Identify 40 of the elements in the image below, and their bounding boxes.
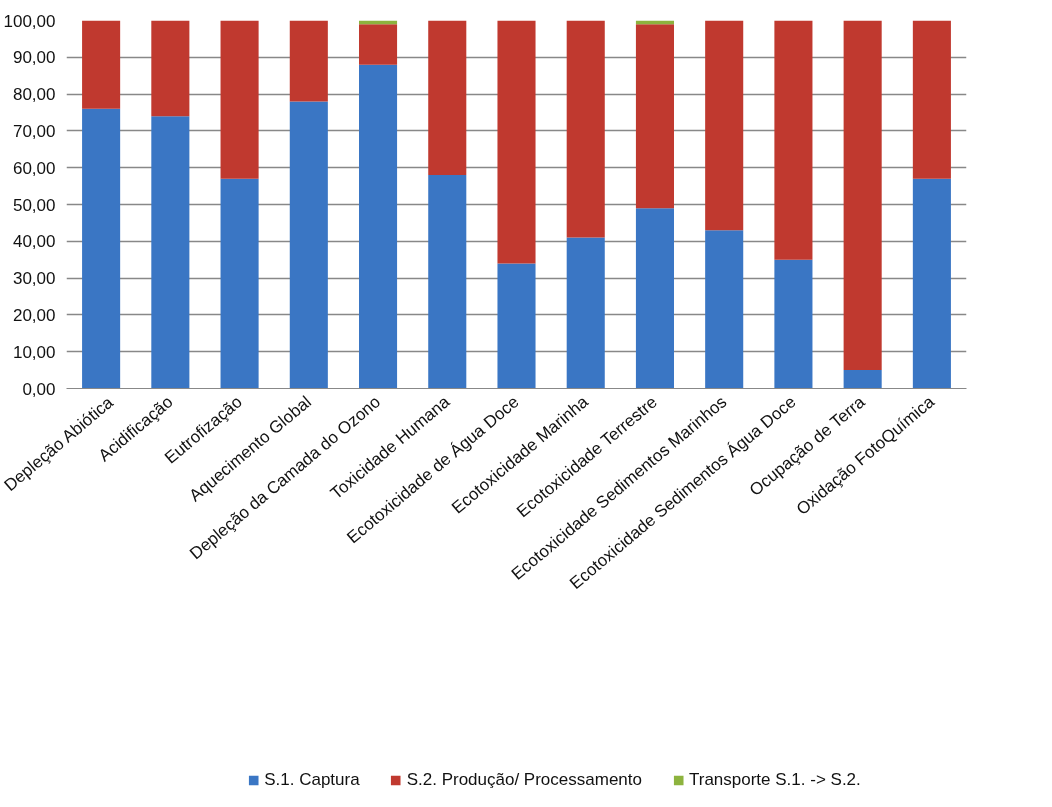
bar xyxy=(289,101,328,389)
y-tick-label: 70,00 xyxy=(12,121,56,141)
bar xyxy=(635,208,674,389)
bar xyxy=(635,24,674,209)
bar xyxy=(359,24,398,65)
y-tick-label: 50,00 xyxy=(12,195,56,215)
y-tick-label: 0,00 xyxy=(22,379,56,399)
bar xyxy=(843,20,882,371)
bar xyxy=(289,20,328,102)
y-tick-label: 30,00 xyxy=(12,269,56,289)
bar xyxy=(428,20,467,176)
legend-label: S.2. Produção/ Processamento xyxy=(406,770,642,790)
legend-label: Transporte S.1. -> S.2. xyxy=(688,770,861,790)
bar xyxy=(566,20,605,238)
bar xyxy=(82,20,121,109)
bar xyxy=(151,20,190,117)
bar xyxy=(705,20,744,231)
bar xyxy=(151,116,190,389)
y-tick-label: 100,00 xyxy=(3,11,56,31)
bar xyxy=(774,259,813,389)
y-tick-label: 80,00 xyxy=(12,85,56,105)
bar xyxy=(220,20,259,179)
bar xyxy=(705,230,744,389)
y-tick-label: 90,00 xyxy=(12,48,56,68)
bar xyxy=(428,175,467,389)
bar xyxy=(82,108,121,389)
bar xyxy=(220,178,259,389)
y-tick-label: 40,00 xyxy=(12,232,56,252)
legend-label: S.1. Captura xyxy=(264,770,360,790)
y-tick-label: 10,00 xyxy=(12,342,56,362)
bar xyxy=(497,20,536,264)
bar xyxy=(912,20,951,179)
y-tick-label: 20,00 xyxy=(12,305,56,325)
bar xyxy=(359,64,398,389)
bar xyxy=(774,20,813,260)
bar xyxy=(912,178,951,389)
bar xyxy=(566,237,605,389)
bar xyxy=(497,263,536,389)
bar xyxy=(843,370,882,389)
y-tick-label: 60,00 xyxy=(12,158,56,178)
